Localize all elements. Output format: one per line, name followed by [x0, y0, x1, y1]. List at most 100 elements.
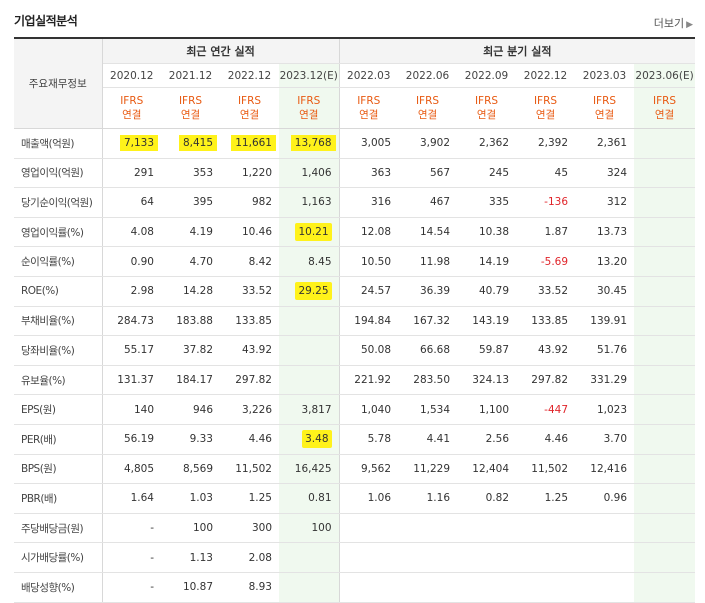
consolidated-text: 연결: [535, 109, 556, 121]
table-cell: [516, 512, 576, 544]
row-label: PBR(배): [14, 483, 103, 514]
cell-value: 316: [370, 196, 392, 209]
table-cell: 946: [161, 394, 220, 425]
table-cell: 43.92: [220, 335, 279, 366]
cell-value: -5.69: [540, 255, 569, 268]
table-cell: 59.87: [457, 335, 517, 366]
cell-value: 13.73: [596, 226, 628, 239]
cell-value: 4,805: [123, 462, 154, 475]
cell-value: 11,229: [413, 462, 451, 475]
table-cell: 4.08: [102, 216, 161, 248]
table-cell: 4.46: [220, 424, 279, 455]
cell-value: 10.38: [478, 226, 510, 239]
cell-value: 353: [192, 166, 213, 179]
table-cell: 4.19: [161, 216, 220, 248]
table-cell: 324.13: [457, 365, 517, 396]
table-row: 영업이익(억원) 291 353 1,220 1,406 363 567 245 45 324: [14, 158, 696, 189]
table-row: 매출액(억원) 7,133 8,415 11,661 13,768 3,005 3,902 2…: [14, 128, 696, 159]
table-cell: 284.73: [102, 305, 161, 337]
cell-value: 291: [133, 166, 154, 179]
table-cell: 11,229: [398, 454, 458, 485]
consolidated-text: 연결: [299, 109, 319, 121]
table-row: 시가배당률(%) - 1.13 2.08: [14, 542, 696, 573]
cell-value: 167.32: [413, 314, 451, 327]
cell-value: 10.46: [241, 226, 272, 239]
cell-value: 100: [311, 522, 332, 535]
table-cell: [279, 335, 340, 366]
cell-value: 56.19: [123, 433, 154, 446]
table-cell: 184.17: [161, 365, 220, 396]
table-row: BPS(원) 4,805 8,569 11,502 16,425 9,562 11,229 1…: [14, 454, 696, 485]
cell-value: 2.98: [130, 285, 154, 298]
period-header: 2023.06(E): [634, 63, 696, 88]
table-cell: 395: [161, 187, 220, 218]
table-cell: [634, 483, 696, 514]
cell-value: 0.96: [603, 492, 628, 505]
table-cell: 0.90: [102, 246, 161, 277]
table-cell: 9.33: [161, 424, 220, 455]
cell-value: 131.37: [117, 374, 154, 387]
period-header: 2022.12: [516, 63, 576, 88]
cell-value: 946: [192, 403, 213, 416]
cell-value: -: [150, 551, 154, 564]
cell-value: 50.08: [360, 344, 392, 357]
table-cell: 143.19: [457, 305, 517, 337]
table-cell: 8.93: [220, 572, 279, 603]
cell-value: 0.82: [485, 492, 510, 505]
table-cell: 1.13: [161, 542, 220, 573]
table-cell: [634, 365, 696, 396]
cell-value: 45: [554, 166, 569, 179]
table-cell: 221.92: [339, 365, 399, 396]
ifrs-label: IFRS 연결: [279, 87, 340, 129]
table-cell: [457, 512, 517, 544]
cell-value: 66.68: [419, 344, 451, 357]
cell-value: 363: [370, 166, 392, 179]
table-cell: 982: [220, 187, 279, 218]
cell-value: 2,361: [596, 137, 628, 150]
table-cell: 24.57: [339, 276, 399, 307]
table-cell: [634, 158, 696, 189]
table-cell: 567: [398, 158, 458, 189]
table-row: 주당배당금(원) - 100 300 100: [14, 512, 696, 544]
row-label: 당기순이익(억원): [14, 187, 103, 218]
table-cell: 1,163: [279, 187, 340, 218]
cell-value: 1.25: [248, 492, 272, 505]
table-cell: 183.88: [161, 305, 220, 337]
table-cell: 9,562: [339, 454, 399, 485]
more-link[interactable]: 더보기 ▶: [654, 15, 693, 31]
row-label: 배당성향(%): [14, 572, 103, 603]
table-cell: [575, 512, 635, 544]
ifrs-label: IFRS 연결: [339, 87, 399, 129]
cell-value: 1.13: [189, 551, 213, 564]
table-row: 당좌비율(%) 55.17 37.82 43.92 50.08 66.68 59.87 43.…: [14, 335, 696, 366]
table-cell: -136: [516, 187, 576, 218]
table-cell: 10.87: [161, 572, 220, 603]
cell-value: 284.73: [117, 314, 154, 327]
table-cell: 100: [161, 512, 220, 544]
period-header: 2022.09: [457, 63, 517, 88]
table-cell: -: [102, 512, 161, 544]
table-cell: 12,404: [457, 454, 517, 485]
table-cell: 1,040: [339, 394, 399, 425]
cell-value: 184.17: [176, 374, 213, 387]
cell-value: -136: [544, 196, 569, 209]
table-cell: 131.37: [102, 365, 161, 396]
table-cell: [279, 365, 340, 396]
table-cell: 51.76: [575, 335, 635, 366]
cell-value: 324.13: [472, 374, 510, 387]
more-label: 더보기: [653, 17, 685, 30]
table-cell: [634, 572, 696, 603]
table-cell: 3,005: [339, 128, 399, 159]
table-cell: 14.28: [161, 276, 220, 307]
table-cell: 133.85: [220, 305, 279, 337]
table-cell: 167.32: [398, 305, 458, 337]
cell-value: -447: [544, 403, 569, 416]
consolidated-text: 연결: [359, 109, 379, 121]
cell-value: 133.85: [235, 314, 272, 327]
table-cell: 1.64: [102, 483, 161, 514]
table-cell: 1.03: [161, 483, 220, 514]
cell-value: -: [150, 522, 154, 535]
annual-group-header: 최근 연간 실적: [102, 37, 340, 64]
table-cell: 33.52: [516, 276, 576, 307]
cell-value: 982: [251, 196, 272, 209]
